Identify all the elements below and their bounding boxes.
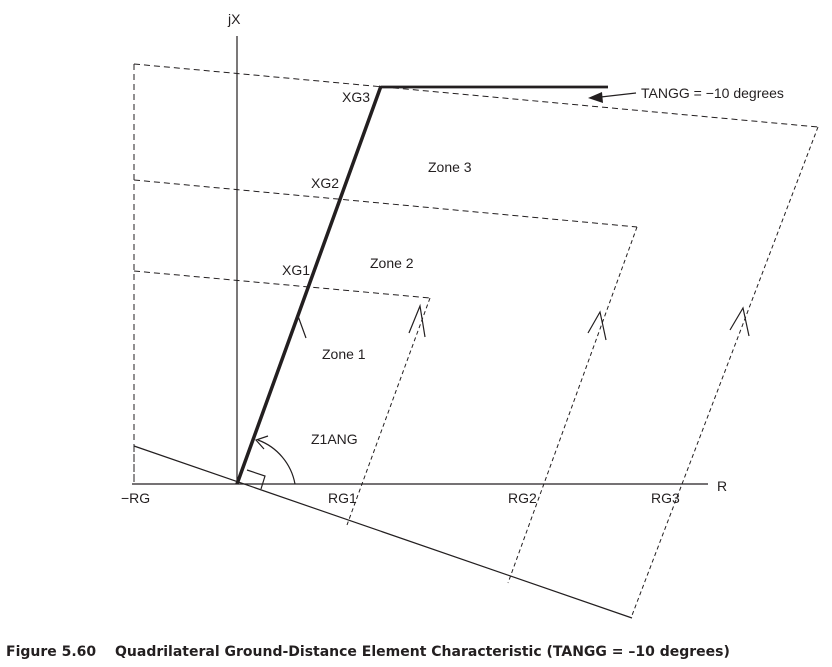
- xg1-label: XG1: [282, 262, 310, 278]
- line-impedance: [235, 85, 383, 485]
- zone3-top-line: [133, 63, 819, 128]
- tangg-note: TANGG = −10 degrees: [641, 85, 784, 101]
- zone3-label: Zone 3: [428, 159, 472, 175]
- figure-caption-number: Figure 5.60: [6, 644, 96, 660]
- r-axis-label: R: [717, 478, 727, 494]
- rg3-label: RG3: [651, 490, 680, 506]
- figure-caption-title: Quadrilateral Ground-Distance Element Ch…: [115, 644, 730, 660]
- neg-rg-label: −RG: [121, 490, 150, 506]
- z1ang-label: Z1ANG: [311, 431, 358, 447]
- rg2-label: RG2: [508, 490, 537, 506]
- line-impedance-arrow: [290, 314, 307, 339]
- zone2-label: Zone 2: [370, 255, 414, 271]
- zone2-resistive-blinder: [507, 226, 638, 584]
- zone2-top-line: [133, 179, 638, 228]
- zone3-resistive-blinder: [630, 126, 819, 619]
- zone1-resistive-blinder: [346, 297, 431, 526]
- rg1-label: RG1: [328, 490, 357, 506]
- zone1-label: Zone 1: [322, 346, 366, 362]
- xg3-label: XG3: [342, 89, 370, 105]
- z1ang-arc-arrow: [254, 435, 269, 450]
- xg2-label: XG2: [311, 175, 339, 191]
- tangg-pointer-head: [588, 92, 603, 103]
- jx-axis-label: jX: [227, 11, 241, 27]
- bottom-boundary-line: [133, 445, 633, 619]
- zone3-blinder-arrow: [729, 306, 750, 337]
- right-angle-marker: [246, 469, 266, 490]
- zone1-blinder-arrow: [408, 303, 426, 338]
- zone2-blinder-arrow: [587, 310, 607, 341]
- z1ang-arc: [257, 439, 296, 485]
